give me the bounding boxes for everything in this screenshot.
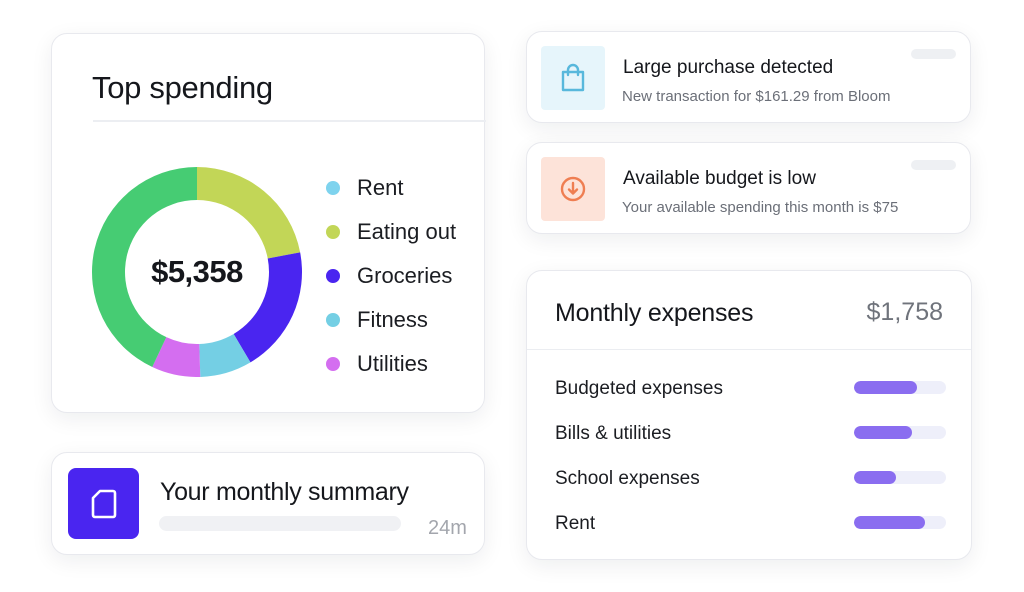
monthly-expenses-card: Monthly expenses $1,758 Budgeted expense… <box>526 270 972 560</box>
notification-subtitle: New transaction for $161.29 from Bloom <box>622 88 891 105</box>
expense-row[interactable]: Budgeted expenses <box>555 366 946 411</box>
legend-dot-fitness <box>326 313 340 327</box>
shopping-bag-icon <box>561 63 585 92</box>
donut-segment-other <box>92 167 197 368</box>
donut-segment-groceries <box>233 252 302 363</box>
monthly-expenses-title: Monthly expenses <box>555 299 754 327</box>
notification-status-pill <box>911 160 956 170</box>
expense-row[interactable]: School expenses <box>555 456 946 501</box>
top-spending-card: Top spending $5,358 Rent Eating out Groc… <box>51 33 486 413</box>
summary-icon-tile <box>68 468 139 539</box>
expense-progress-fill <box>854 471 897 484</box>
notification-icon-tile <box>541 46 605 110</box>
donut-segment-utilities <box>152 337 201 377</box>
notification-icon-tile <box>541 157 605 221</box>
legend-item-eating-out: Eating out <box>326 210 456 254</box>
expense-progress-fill <box>854 381 918 394</box>
expense-progress-track <box>854 381 946 394</box>
legend-label-eating-out: Eating out <box>357 219 457 244</box>
summary-title: Your monthly summary <box>160 478 409 506</box>
download-circle-icon <box>560 176 586 202</box>
monthly-expenses-total: $1,758 <box>866 298 943 326</box>
expense-progress-fill <box>854 516 925 529</box>
donut-segment-eating-out <box>197 167 301 259</box>
legend-item-utilities: Utilities <box>326 342 456 386</box>
spending-total: $5,358 <box>151 254 243 289</box>
expense-progress-track <box>854 471 946 484</box>
expense-label: School expenses <box>555 467 700 489</box>
spending-donut-chart <box>92 167 302 377</box>
legend-item-groceries: Groceries <box>326 254 456 298</box>
legend-label-groceries: Groceries <box>357 263 453 288</box>
legend-label-utilities: Utilities <box>357 351 428 376</box>
spending-legend: Rent Eating out Groceries Fitness Utilit… <box>326 166 456 386</box>
summary-time: 24m <box>428 517 467 539</box>
notification-large-purchase[interactable]: Large purchase detected New transaction … <box>526 31 971 123</box>
legend-dot-eating-out <box>326 225 340 239</box>
notification-title: Large purchase detected <box>623 57 834 78</box>
document-icon <box>91 489 116 518</box>
monthly-expenses-divider <box>527 349 971 350</box>
expense-row[interactable]: Bills & utilities <box>555 411 946 456</box>
notification-status-pill <box>911 49 956 59</box>
monthly-summary-card[interactable]: Your monthly summary 24m <box>51 452 485 555</box>
expense-progress-fill <box>854 426 912 439</box>
expense-list: Budgeted expenses Bills & utilities Scho… <box>555 366 946 546</box>
legend-dot-rent <box>326 181 340 195</box>
legend-label-fitness: Fitness <box>357 307 428 332</box>
summary-progress-placeholder <box>159 516 401 531</box>
notification-title: Available budget is low <box>623 168 816 189</box>
expense-label: Bills & utilities <box>555 422 672 444</box>
legend-dot-groceries <box>326 269 340 283</box>
notification-subtitle: Your available spending this month is $7… <box>622 199 899 216</box>
expense-label: Budgeted expenses <box>555 377 723 399</box>
top-spending-title: Top spending <box>92 70 273 105</box>
legend-dot-utilities <box>326 357 340 371</box>
expense-row[interactable]: Rent <box>555 501 946 546</box>
expense-progress-track <box>854 426 946 439</box>
top-spending-divider <box>93 120 486 122</box>
expense-progress-track <box>854 516 946 529</box>
notification-budget-low[interactable]: Available budget is low Your available s… <box>526 142 971 234</box>
legend-item-rent: Rent <box>326 166 456 210</box>
donut-segment-fitness <box>199 333 251 377</box>
legend-label-rent: Rent <box>357 175 404 200</box>
expense-label: Rent <box>555 512 596 534</box>
legend-item-fitness: Fitness <box>326 298 456 342</box>
